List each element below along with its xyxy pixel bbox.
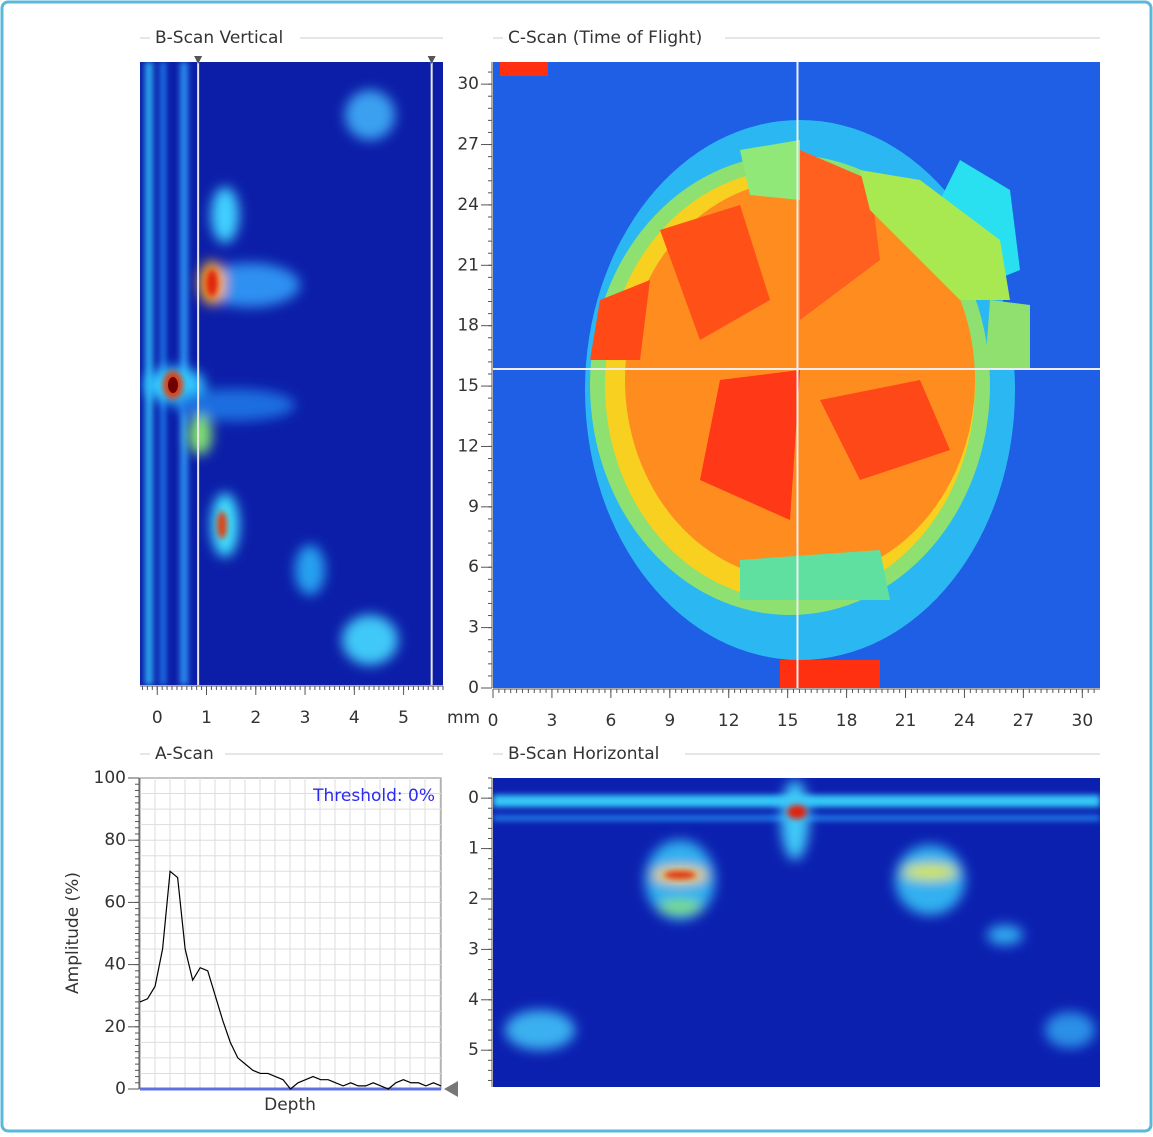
y-tick-label: 5 bbox=[468, 1040, 479, 1060]
y-tick-label: 3 bbox=[468, 618, 479, 638]
x-tick-label: 3 bbox=[547, 711, 558, 731]
y-tick-label: 20 bbox=[104, 1017, 126, 1037]
x-tick-label: 21 bbox=[895, 711, 917, 731]
y-tick-label: 40 bbox=[104, 955, 126, 975]
y-tick-label: 100 bbox=[94, 768, 126, 788]
x-tick-label: 15 bbox=[777, 711, 799, 731]
x-axis-label: Depth bbox=[264, 1095, 316, 1115]
ascan-minor-grid bbox=[140, 778, 441, 1089]
y-tick-label: 80 bbox=[104, 830, 126, 850]
x-tick-label: 1 bbox=[201, 708, 212, 728]
y-tick-label: 60 bbox=[104, 892, 126, 912]
unit-label: mm bbox=[447, 708, 480, 728]
y-tick-label: 3 bbox=[468, 939, 479, 959]
y-tick-label: 15 bbox=[457, 376, 479, 396]
x-tick-label: 0 bbox=[152, 708, 163, 728]
x-tick-label: 18 bbox=[836, 711, 858, 731]
threshold-handle[interactable] bbox=[444, 1081, 458, 1097]
bscan-vertical-image bbox=[140, 62, 443, 685]
y-tick-label: 9 bbox=[468, 497, 479, 517]
y-tick-label: 6 bbox=[468, 557, 479, 577]
ascan-line bbox=[139, 870, 442, 1090]
x-tick-label: 12 bbox=[718, 711, 740, 731]
cursor-handle[interactable] bbox=[427, 56, 436, 64]
cursor-handle[interactable] bbox=[194, 56, 203, 64]
y-tick-label: 30 bbox=[457, 74, 479, 94]
x-tick-label: 30 bbox=[1072, 711, 1094, 731]
panel-title: B-Scan Vertical bbox=[155, 28, 283, 48]
x-tick-label: 0 bbox=[488, 711, 499, 731]
x-tick-label: 5 bbox=[398, 708, 409, 728]
y-tick-label: 12 bbox=[457, 436, 479, 456]
x-tick-label: 27 bbox=[1013, 711, 1035, 731]
y-axis-label: Amplitude (%) bbox=[63, 872, 83, 994]
y-tick-label: 0 bbox=[115, 1079, 126, 1099]
bscan-horizontal-image bbox=[493, 778, 1100, 1087]
panel-title: B-Scan Horizontal bbox=[508, 744, 659, 764]
y-tick-label: 21 bbox=[457, 255, 479, 275]
x-tick-label: 4 bbox=[349, 708, 360, 728]
y-tick-label: 18 bbox=[457, 316, 479, 336]
panel-title: A-Scan bbox=[155, 744, 214, 764]
x-tick-label: 3 bbox=[300, 708, 311, 728]
y-tick-label: 24 bbox=[457, 195, 479, 215]
panel-title: C-Scan (Time of Flight) bbox=[508, 28, 702, 48]
threshold-label: Threshold: 0% bbox=[312, 786, 435, 806]
y-tick-label: 4 bbox=[468, 990, 479, 1010]
y-tick-label: 0 bbox=[468, 788, 479, 808]
x-tick-label: 2 bbox=[250, 708, 261, 728]
y-tick-label: 1 bbox=[468, 839, 479, 859]
x-tick-label: 9 bbox=[664, 711, 675, 731]
x-tick-label: 24 bbox=[954, 711, 976, 731]
y-tick-label: 0 bbox=[468, 678, 479, 698]
x-tick-label: 6 bbox=[605, 711, 616, 731]
y-tick-label: 27 bbox=[457, 135, 479, 155]
y-tick-label: 2 bbox=[468, 889, 479, 909]
